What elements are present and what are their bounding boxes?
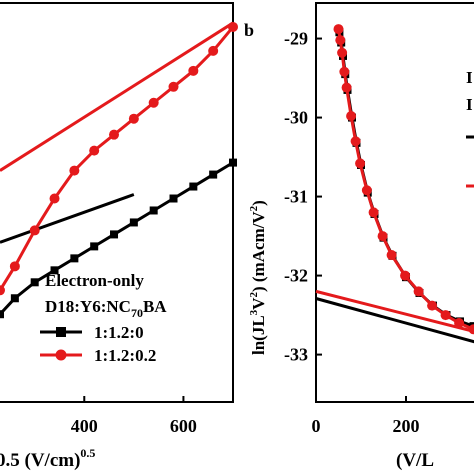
data-point	[377, 231, 388, 242]
data-point	[209, 170, 218, 179]
data-point	[90, 242, 99, 251]
data-point	[169, 194, 178, 203]
data-point	[468, 324, 474, 335]
panel-b-series	[333, 24, 474, 335]
data-point	[188, 65, 199, 76]
data-point	[454, 317, 465, 328]
legend-title-line1: Electron-only	[45, 271, 144, 290]
data-point	[229, 158, 237, 167]
series-line	[0, 25, 235, 292]
legend-marker-series-2	[55, 349, 67, 361]
data-point	[128, 113, 139, 124]
legend-title-line2: D18:Y6:NC70BA	[45, 297, 167, 320]
panel-a-frame	[0, 2, 234, 403]
y-tick-label: -29	[284, 29, 308, 49]
data-point	[386, 250, 397, 261]
y-tick-label: -33	[284, 345, 308, 365]
panel-b: b 0 200 -29 -30 -31 -32 -33 I I ln(JL3V2) (mA…	[244, 2, 474, 471]
data-point	[9, 261, 20, 272]
series-line	[337, 28, 474, 331]
panel-a-series	[0, 21, 238, 319]
legend-marker-series-1	[56, 327, 66, 337]
panel-a-fit-lines	[0, 21, 234, 244]
panel-b-label: b	[244, 20, 254, 40]
y-tick-label: -30	[284, 108, 308, 128]
data-point	[337, 47, 348, 58]
data-point	[70, 254, 79, 263]
panel-b-y-ticks: -29 -30 -31 -32 -33	[284, 29, 322, 365]
data-point	[129, 218, 138, 227]
x-tick-label: 200	[393, 416, 420, 436]
data-point	[427, 300, 438, 311]
x-tick-label: 0	[312, 416, 321, 436]
data-point	[368, 207, 379, 218]
data-point	[355, 158, 366, 169]
legend-label-series-2: 1:1.2:0.2	[94, 346, 156, 365]
series-line	[337, 31, 474, 328]
y-tick-label: -31	[284, 187, 308, 207]
data-point	[110, 230, 119, 239]
data-point	[69, 165, 80, 176]
data-point	[208, 45, 219, 56]
panel-b-frame	[315, 2, 474, 403]
data-point	[361, 185, 372, 196]
data-point	[0, 310, 4, 319]
data-point	[333, 24, 344, 35]
fit-line	[0, 193, 135, 244]
data-point	[339, 66, 350, 77]
panel-b-fit-lines	[315, 289, 474, 344]
data-point	[30, 278, 39, 287]
data-point	[400, 270, 411, 281]
data-point	[49, 193, 60, 204]
data-point	[335, 35, 346, 46]
data-point	[10, 294, 19, 303]
data-point	[228, 21, 238, 32]
panel-b-x-ticks: 0 200	[312, 396, 420, 436]
panel-b-legend-fragment-2: I	[466, 95, 473, 114]
data-point	[168, 81, 179, 92]
data-point	[109, 129, 120, 140]
data-point	[148, 97, 159, 108]
data-point	[50, 266, 59, 275]
data-point	[29, 225, 40, 236]
fit-line	[0, 21, 234, 172]
panel-a-x-ticks: 400 600	[71, 396, 197, 436]
data-point	[341, 82, 352, 93]
fit-line	[315, 289, 474, 334]
panel-a-x-label: 0.5 (V/cm)0.5	[0, 446, 95, 471]
data-point	[346, 110, 357, 121]
legend-label-series-1: 1:1.2:0	[94, 323, 144, 342]
panel-b-legend-fragment-1: I	[466, 68, 473, 87]
x-tick-label: 400	[71, 416, 98, 436]
data-point	[0, 285, 5, 296]
x-tick-label: 600	[170, 416, 197, 436]
panel-b-x-label: (V/L	[396, 450, 434, 471]
data-point	[149, 206, 158, 215]
data-point	[413, 286, 424, 297]
panel-a: 400 600 Electron-only D18:Y6:NC70BA 1:1.2…	[0, 2, 238, 471]
y-tick-label: -32	[284, 266, 308, 286]
data-point	[350, 136, 361, 147]
data-point	[89, 145, 100, 156]
data-point	[440, 310, 451, 321]
panel-b-y-label: ln(JL3V2) (mAcm/V2)	[248, 200, 268, 355]
data-point	[189, 182, 198, 191]
fit-line	[315, 297, 474, 344]
